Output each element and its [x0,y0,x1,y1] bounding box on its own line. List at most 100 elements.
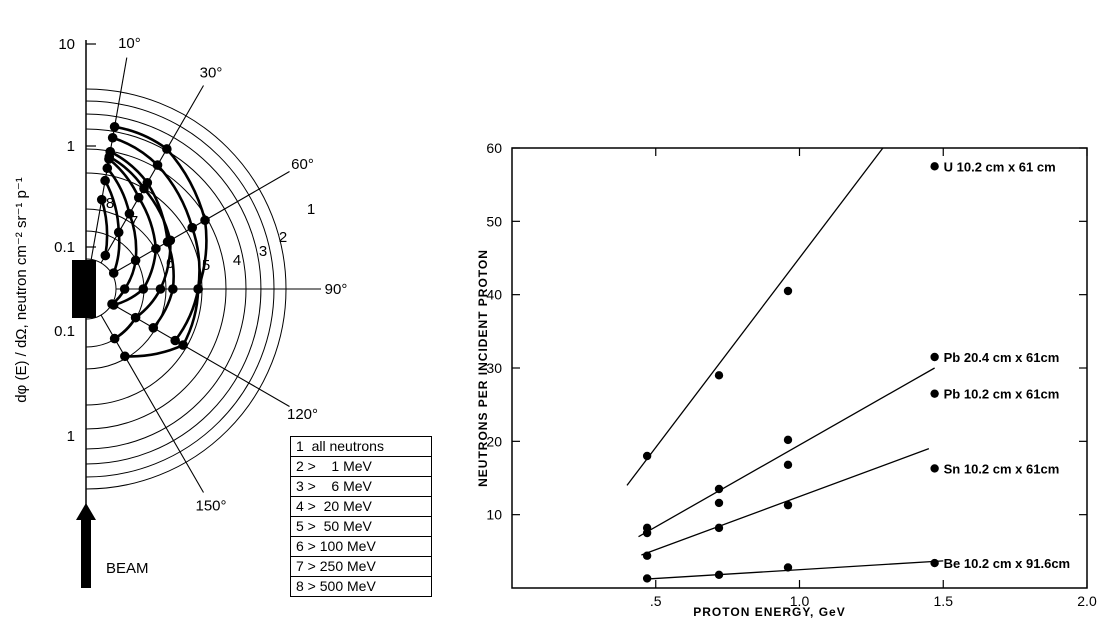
angle-label: 60° [291,156,314,173]
distribution-curve [106,167,138,306]
data-point [714,523,724,533]
data-point [100,175,110,186]
series-marker [930,464,939,473]
y-tick-label: 40 [486,287,502,303]
energy-legend: 1 all neutrons 2 > 1 MeV 3 > 6 MeV 4 > 2… [290,436,432,597]
data-point [168,284,178,294]
data-point [119,284,130,294]
data-point [165,235,176,246]
data-point [96,194,107,205]
data-point [113,227,124,238]
data-point [714,371,724,380]
data-point [187,222,198,233]
curve-label: 5 [202,257,210,274]
data-point [714,498,724,508]
data-point [133,192,144,203]
radial-tick-label: 10 [58,36,75,53]
distribution-curve [114,125,208,358]
data-point [104,154,114,164]
series-marker [930,352,939,362]
curve-label: 8 [106,195,114,212]
data-point [100,250,111,261]
angle-spoke [111,171,290,275]
data-point [130,255,141,266]
legend-row: 1 all neutrons [291,437,431,457]
series-marker [930,389,939,398]
fit-line [626,147,884,486]
curve-label: 6 [166,255,174,272]
data-point [109,333,120,344]
y-tick-label: 30 [486,360,502,376]
grid-arc [85,258,117,320]
legend-row: 8 > 500 MeV [296,578,376,594]
data-point [783,563,793,572]
beam-label: BEAM [106,560,149,577]
y-tick-label: 10 [486,507,502,523]
angle-label: 150° [195,498,226,515]
data-point [170,335,180,346]
data-point [108,268,119,278]
legend-row: 3 > 6 MeV [291,477,431,497]
data-point [178,340,188,350]
angle-label: 30° [200,64,223,81]
data-point [151,243,161,254]
data-point [200,215,210,226]
series-label: U 10.2 cm x 61 cm [944,159,1056,174]
target-block [72,260,96,318]
curve-label: 1 [307,201,315,218]
data-point [783,460,793,469]
data-point [155,284,166,294]
data-point [102,163,113,174]
plot-frame [511,147,1088,589]
x-axis-label: PROTON ENERGY, GeV [693,605,845,619]
data-point [783,500,793,510]
radial-tick-label: 0.1 [54,323,75,340]
legend-row: 2 > 1 MeV [291,457,431,477]
y-axis-label: NEUTRONS PER INCIDENT PROTON [476,249,490,487]
data-point [124,208,135,219]
scatter-plot: 10 20 30 40 50 60 .5 1.0 1.5 2.0 PROTON ENERGY, Ge… [476,140,1097,619]
data-point [152,160,163,170]
data-point [193,284,203,294]
series-marker [930,558,939,568]
data-point [642,551,652,560]
y-tick-label: 50 [486,213,502,229]
angle-label: 120° [287,406,318,423]
x-tick-label: 2.0 [1077,593,1097,609]
data-point [714,570,724,579]
series-label: Sn 10.2 cm x 61cm [944,461,1060,476]
series-label: Pb 10.2 cm x 61cm [944,387,1060,402]
x-tick-label: 1.5 [934,593,954,609]
angle-label: 10° [118,35,141,52]
data-point [107,299,117,309]
data-point [162,144,172,154]
data-point [130,312,141,323]
curve-label: 4 [233,252,241,269]
legend-row: 5 > 50 MeV [291,517,431,537]
angle-label: 90° [325,281,348,298]
series-label: Be 10.2 cm x 91.6cm [944,556,1070,571]
curve-label: 7 [130,213,138,230]
data-point [642,574,652,583]
polar-y-axis-label: dφ (E) / dΩ, neutron cm⁻² sr⁻¹ p⁻¹ [13,177,30,403]
data-point [120,351,130,362]
curve-label: 2 [279,229,287,246]
y-tick-label: 60 [486,140,502,156]
x-tick-label: .5 [650,593,662,609]
data-point [107,132,118,143]
polar-plot: 1010.10.1110°30°60°90°120°150°12345678dφ… [13,35,347,588]
beam-arrow [76,503,96,588]
fit-line [641,448,930,556]
data-point [714,484,724,494]
data-point [138,284,149,294]
radial-tick-label: 1 [67,138,75,155]
angle-spoke [100,314,204,493]
radial-tick-label: 1 [67,428,75,445]
fit-line [644,560,944,580]
data-point [642,528,652,538]
legend-row: 4 > 20 MeV [291,497,431,517]
legend-row: 6 > 100 MeV [291,537,431,557]
data-point [783,435,793,445]
data-point [139,183,149,194]
